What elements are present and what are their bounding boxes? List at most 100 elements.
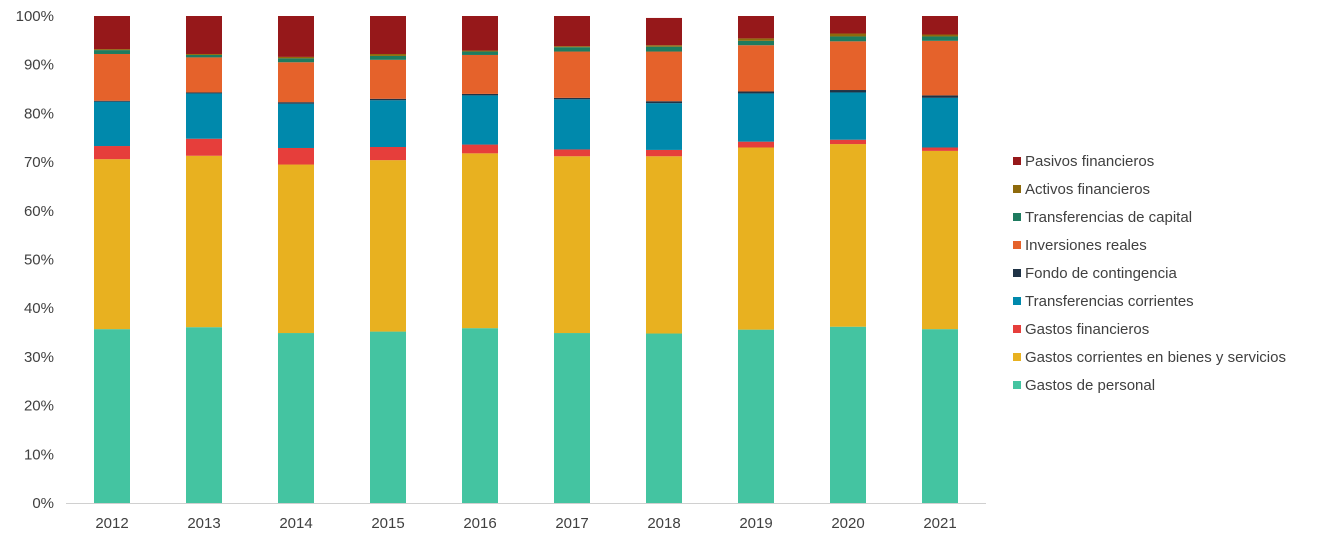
bar-segment-2018-s2 <box>646 149 682 157</box>
bar-segment-2017-s8 <box>554 16 590 47</box>
legend-swatch <box>1013 353 1021 361</box>
bar-segment-2016-s6 <box>462 51 498 55</box>
bar-segment-2017-s5 <box>554 51 590 98</box>
legend-swatch <box>1013 325 1021 333</box>
bar-segment-2019-s3 <box>738 93 774 142</box>
legend-swatch <box>1013 241 1021 249</box>
y-tick-label: 30% <box>24 349 54 366</box>
legend-item: Activos financieros <box>1013 175 1323 203</box>
bar-segment-2014-s8 <box>278 16 314 57</box>
bar-segment-2016-s1 <box>462 153 498 329</box>
bar-segment-2017-s1 <box>554 156 590 334</box>
x-tick-label: 2016 <box>463 515 496 532</box>
y-tick-label: 50% <box>24 252 54 269</box>
legend-label: Inversiones reales <box>1025 236 1147 254</box>
bar-segment-2019-s7 <box>738 38 774 41</box>
legend-label: Transferencias de capital <box>1025 208 1193 226</box>
legend-label: Gastos financieros <box>1025 320 1150 338</box>
bar-segment-2014-s0 <box>278 333 314 503</box>
bar-segment-2019-s0 <box>738 329 774 503</box>
bar-segment-2013-s6 <box>186 54 222 58</box>
x-tick-label: 2018 <box>647 515 680 532</box>
bar-segment-2015-s0 <box>370 331 406 503</box>
bar-segment-2018-s1 <box>646 156 682 334</box>
bar-segment-2016-s8 <box>462 16 498 51</box>
bar-segment-2012-s6 <box>94 50 130 54</box>
bar-segment-2014-s3 <box>278 103 314 148</box>
y-tick-label: 60% <box>24 203 54 220</box>
y-tick-label: 90% <box>24 57 54 74</box>
bar-segment-2018-s3 <box>646 103 682 150</box>
bar-segment-2015-s2 <box>370 147 406 161</box>
stacked-bar-chart: 0%10%20%30%40%50%60%70%80%90%100% 2012 20… <box>16 8 986 532</box>
bar-segment-2013-s8 <box>186 16 222 54</box>
bar-segment-2017-s4 <box>554 97 590 100</box>
bar-segment-2021-s4 <box>922 95 958 98</box>
bar-segment-2014-s6 <box>278 58 314 63</box>
bar-segment-2020-s7 <box>830 33 866 37</box>
bar-segment-2020-s1 <box>830 144 866 327</box>
legend-label: Fondo de contingencia <box>1025 264 1177 282</box>
bar-segment-2020-s4 <box>830 90 866 93</box>
bar-segment-2021-s8 <box>922 16 958 35</box>
bar-segment-2020-s6 <box>830 36 866 42</box>
legend-item: Inversiones reales <box>1013 231 1323 259</box>
bar-segment-2021-s3 <box>922 97 958 148</box>
legend-swatch <box>1013 157 1021 165</box>
x-tick-label: 2019 <box>739 515 772 532</box>
legend-label: Activos financieros <box>1025 180 1151 198</box>
bar-segment-2019-s2 <box>738 141 774 148</box>
legend-swatch <box>1013 213 1021 221</box>
bar-segment-2020-s5 <box>830 41 866 91</box>
legend-item: Transferencias corrientes <box>1013 287 1323 315</box>
bar-segment-2021-s2 <box>922 147 958 151</box>
x-tick-label: 2014 <box>279 515 312 532</box>
bar-segment-2013-s2 <box>186 138 222 156</box>
bar-segment-2016-s4 <box>462 93 498 96</box>
bar-segment-2021-s5 <box>922 40 958 96</box>
bar-segment-2014-s2 <box>278 147 314 165</box>
x-tick-label: 2021 <box>923 515 956 532</box>
bar-segment-2019-s5 <box>738 45 774 92</box>
bar-segment-2015-s6 <box>370 55 406 60</box>
bar-segment-2014-s5 <box>278 62 314 103</box>
bar-segment-2012-s3 <box>94 101 130 147</box>
legend-swatch <box>1013 185 1021 193</box>
y-tick-label: 80% <box>24 105 54 122</box>
legend-item: Gastos financieros <box>1013 315 1323 343</box>
bar-segment-2017-s3 <box>554 99 590 150</box>
bar-segment-2012-s1 <box>94 159 130 330</box>
bar-segment-2012-s4 <box>94 100 130 102</box>
legend-label: Pasivos financieros <box>1025 152 1155 170</box>
x-tick-label: 2015 <box>371 515 404 532</box>
bar-segment-2019-s8 <box>738 16 774 39</box>
bar-segment-2016-s2 <box>462 144 498 154</box>
bar-segment-2013-s1 <box>186 155 222 328</box>
y-tick-label: 20% <box>24 398 54 415</box>
bar-segment-2019-s6 <box>738 40 774 46</box>
bar-segment-2018-s0 <box>646 333 682 503</box>
bar-segment-2020-s3 <box>830 92 866 140</box>
bar-segment-2019-s1 <box>738 147 774 330</box>
bar-segment-2013-s4 <box>186 92 222 94</box>
bar-segment-2012-s7 <box>94 49 130 51</box>
bars <box>94 16 958 503</box>
bar-segment-2012-s0 <box>94 329 130 503</box>
bar-segment-2021-s6 <box>922 36 958 41</box>
bar-segment-2021-s1 <box>922 150 958 330</box>
y-tick-label: 10% <box>24 446 54 463</box>
y-tick-label: 40% <box>24 300 54 317</box>
legend-swatch <box>1013 381 1021 389</box>
legend: Pasivos financieros Activos financieros Tr… <box>1013 147 1323 399</box>
x-axis-ticks: 2012 2013 2014 2015 2016 2017 2018 2019 2020 2021 <box>95 515 956 532</box>
bar-segment-2019-s4 <box>738 91 774 94</box>
bar-segment-2015-s5 <box>370 59 406 99</box>
bar-segment-2021-s7 <box>922 34 958 37</box>
legend-swatch <box>1013 269 1021 277</box>
bar-segment-2012-s2 <box>94 146 130 160</box>
bar-segment-2014-s4 <box>278 102 314 104</box>
y-tick-label: 70% <box>24 154 54 171</box>
bar-segment-2016-s3 <box>462 95 498 145</box>
bar-segment-2013-s3 <box>186 93 222 139</box>
bar-segment-2014-s7 <box>278 56 314 59</box>
